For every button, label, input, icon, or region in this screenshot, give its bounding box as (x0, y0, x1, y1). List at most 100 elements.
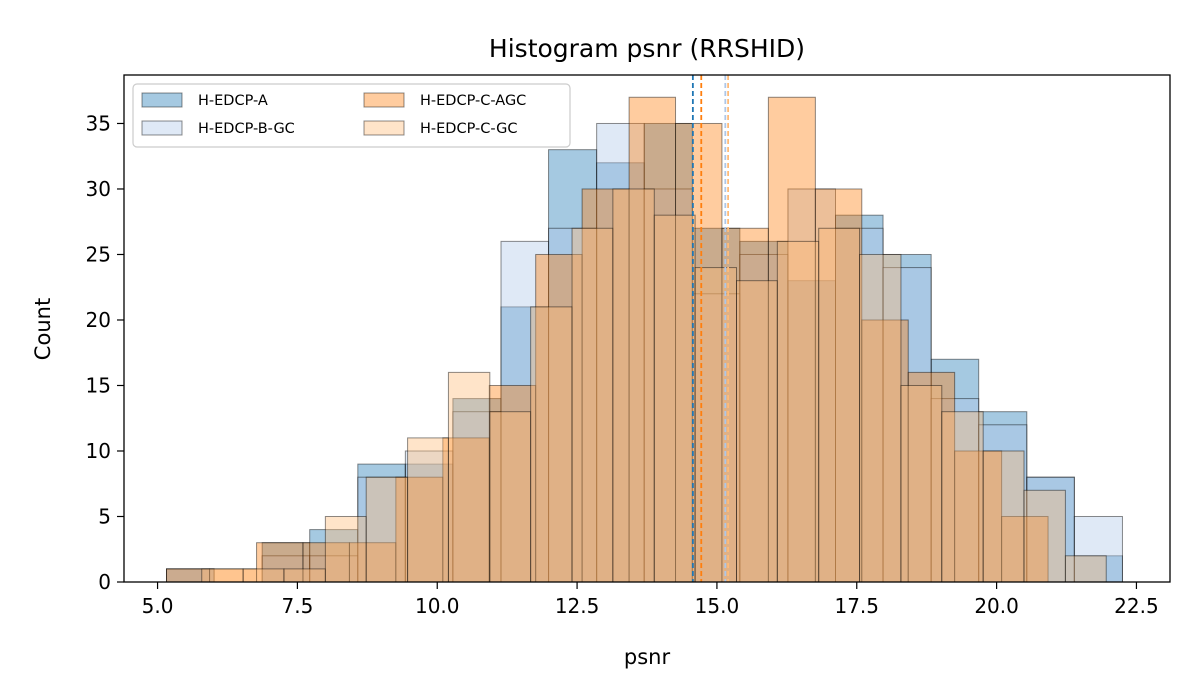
histogram-bar (447, 371, 491, 583)
histogram-bar (309, 529, 359, 583)
histogram-bar (489, 411, 532, 583)
histogram-bar (530, 306, 573, 583)
histogram-bar (1026, 476, 1075, 583)
histogram-bar (643, 188, 693, 583)
histogram-bar (488, 384, 537, 583)
histogram-bar (242, 568, 285, 583)
series-h-edcp-a (166, 122, 1123, 583)
histogram-bar (1001, 515, 1049, 583)
y-tick-label: 20 (86, 308, 111, 332)
histogram-bar (882, 267, 932, 583)
histogram-bar (930, 358, 980, 583)
histogram-bar (907, 371, 956, 583)
histogram-bar (452, 411, 502, 583)
x-tick-label: 5.0 (142, 594, 174, 618)
histogram-bar (407, 437, 449, 583)
legend-swatch (363, 92, 405, 108)
histogram-bar (256, 542, 304, 583)
legend-label: H-EDCP-B-GC (198, 121, 295, 137)
bars-layer (166, 96, 1123, 583)
legend-swatch (141, 92, 183, 108)
x-axis-ticks: 5.0 7.5 10.0 12.5 15.0 17.5 20.0 22.5 (142, 582, 1159, 618)
histogram-bar (1064, 555, 1107, 583)
histogram-bar (982, 450, 1025, 583)
histogram-bar (776, 240, 820, 583)
histogram-bar (596, 122, 645, 583)
histogram-bar (739, 253, 789, 583)
histogram-bar (930, 398, 980, 583)
histogram-bar (548, 149, 598, 583)
histogram-bar (859, 253, 902, 583)
histogram-bar (571, 227, 614, 583)
histogram-bar (395, 476, 444, 583)
histogram-bar (612, 188, 655, 583)
histogram-bar (1026, 476, 1075, 583)
histogram-bar (500, 306, 550, 583)
histogram-bar (787, 188, 837, 583)
histogram-bar (348, 542, 397, 583)
y-tick-label: 5 (98, 504, 111, 528)
x-tick-label: 10.0 (415, 594, 460, 618)
histogram-bar (404, 463, 454, 583)
x-tick-label: 22.5 (1114, 594, 1159, 618)
histogram-bar (201, 568, 244, 583)
series-h-edcp-c-gc (201, 188, 1107, 583)
histogram-bar (1073, 555, 1123, 583)
y-axis-ticks: 0 5 10 15 20 25 30 35 (86, 111, 124, 594)
histogram-bar (1073, 515, 1123, 583)
legend-swatch (363, 120, 405, 136)
histogram-bar (500, 240, 550, 583)
histogram-bar (628, 96, 677, 583)
histogram-bar (324, 515, 367, 583)
plot-frame (123, 74, 1171, 583)
mean-lines-layer (691, 75, 730, 582)
histogram-bar (941, 411, 984, 583)
histogram-bar (835, 214, 884, 583)
legend-label: H-EDCP-C-AGC (420, 93, 526, 109)
x-tick-label: 15.0 (695, 594, 740, 618)
histogram-bar (818, 227, 861, 583)
x-axis-label: psnr (624, 645, 671, 669)
x-tick-label: 17.5 (834, 594, 879, 618)
series-h-edcp-b-gc (166, 122, 1123, 583)
histogram-bar (452, 398, 502, 583)
histogram-bar (596, 162, 645, 583)
histogram-bar (675, 122, 723, 583)
histogram-bar (357, 463, 406, 583)
series-h-edcp-c-agc (166, 96, 1049, 583)
chart-title: Histogram psnr (RRSHID) (489, 34, 805, 63)
y-tick-label: 10 (86, 439, 111, 463)
histogram-bar (302, 542, 350, 583)
histogram-bar (442, 437, 490, 583)
histogram-bar (978, 411, 1028, 583)
histogram-bar (548, 227, 598, 583)
histogram-bar (739, 240, 789, 583)
histogram-bar (261, 555, 311, 583)
y-tick-label: 25 (86, 242, 111, 266)
histogram-bar (283, 568, 326, 583)
histogram-bar (735, 280, 778, 583)
histogram-bar (787, 280, 837, 583)
histogram-bar (861, 319, 909, 583)
x-tick-label: 20.0 (974, 594, 1019, 618)
histogram-bar (404, 450, 454, 583)
y-tick-label: 30 (86, 177, 111, 201)
histogram-bar (653, 214, 696, 583)
legend-box (132, 83, 571, 148)
histogram-bar (1023, 489, 1066, 583)
histogram-bar (581, 188, 630, 583)
y-tick-label: 15 (86, 373, 111, 397)
histogram-bar (978, 424, 1028, 583)
histogram-bar (767, 96, 816, 583)
histogram-bar (882, 253, 932, 583)
y-tick-label: 0 (98, 570, 111, 594)
histogram-bar (954, 450, 1003, 583)
histogram-bar (535, 253, 583, 583)
x-tick-label: 12.5 (555, 594, 600, 618)
y-tick-label: 35 (86, 111, 111, 135)
histogram-bar (357, 476, 406, 583)
histogram-bar (835, 227, 884, 583)
histogram-bar (721, 227, 769, 583)
